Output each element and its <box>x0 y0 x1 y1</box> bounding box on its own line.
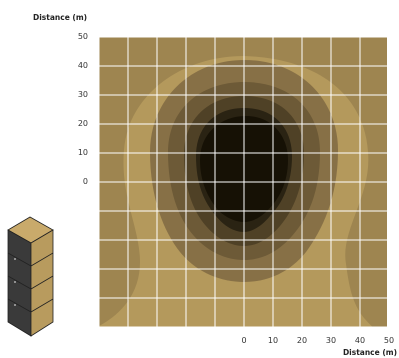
contour-field <box>99 37 387 327</box>
y-tick-40: 40 <box>78 61 88 70</box>
y-tick-50: 50 <box>78 32 88 41</box>
x-tick-0: 0 <box>241 336 246 345</box>
x-tick-30: 30 <box>326 336 336 345</box>
y-tick-10: 10 <box>78 148 88 157</box>
x-axis-title: Distance (m) <box>343 348 397 357</box>
x-tick-40: 40 <box>355 336 365 345</box>
y-axis-ticks: 50 40 30 20 10 0 <box>78 32 88 186</box>
grid-lines <box>98 36 387 328</box>
y-tick-0: 0 <box>83 177 88 186</box>
x-tick-50: 50 <box>384 336 394 345</box>
x-axis-ticks: 0 10 20 30 40 50 <box>241 336 394 345</box>
x-tick-20: 20 <box>297 336 307 345</box>
y-tick-20: 20 <box>78 119 88 128</box>
y-axis-title: Distance (m) <box>33 13 87 22</box>
y-tick-30: 30 <box>78 90 88 99</box>
x-tick-10: 10 <box>268 336 278 345</box>
storage-block-icon <box>7 216 54 337</box>
